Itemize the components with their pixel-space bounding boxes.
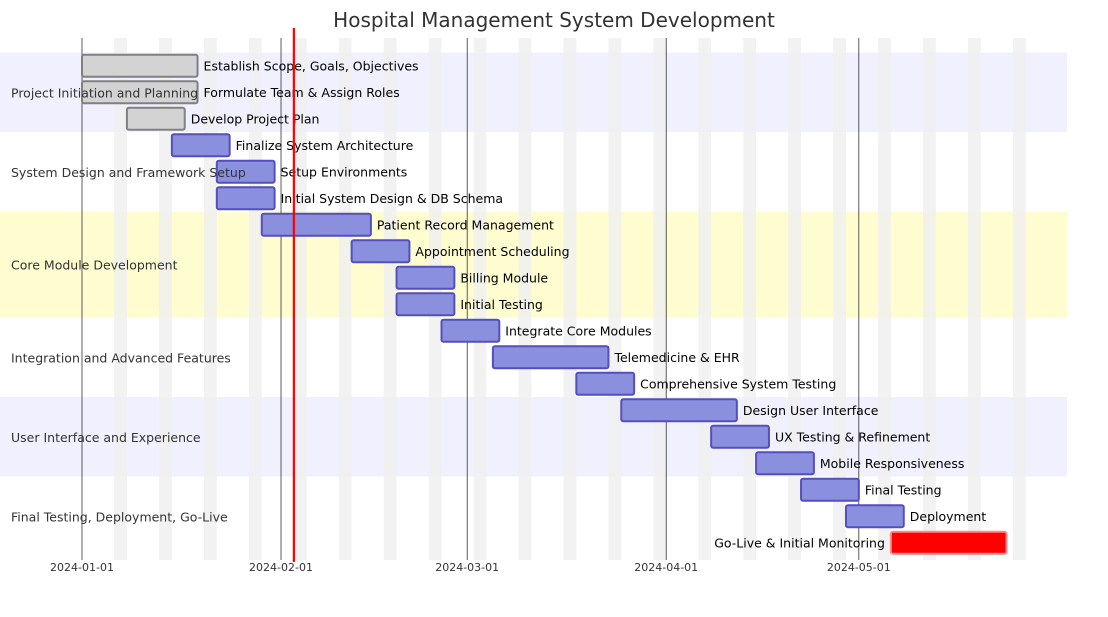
weekend-band — [159, 38, 172, 560]
x-tick-label: 2024-02-01 — [249, 561, 313, 574]
weekend-band — [608, 38, 622, 560]
task-label: Mobile Responsiveness — [820, 456, 965, 471]
task-label: Appointment Scheduling — [415, 244, 569, 259]
weekend-band — [473, 38, 487, 560]
weekend-band — [518, 38, 532, 560]
section-label: Core Module Development — [11, 258, 178, 273]
x-tick-label: 2024-04-01 — [634, 561, 698, 574]
weekend-band — [653, 38, 667, 560]
task-label: Initial Testing — [460, 297, 543, 312]
task-bar — [395, 292, 456, 317]
chart-title: Hospital Management System Development — [333, 8, 775, 32]
section-label: Project Initiation and Planning — [11, 85, 198, 100]
task-bar — [800, 477, 860, 502]
weekend-band — [833, 38, 846, 560]
task-label: Go-Live & Initial Monitoring — [714, 535, 885, 550]
task-bar — [395, 265, 456, 290]
task-label: Final Testing — [865, 482, 942, 497]
task-bar — [170, 133, 231, 158]
task-bar — [755, 451, 815, 476]
task-bar — [844, 504, 905, 529]
section-label: Integration and Advanced Features — [11, 350, 231, 365]
weekend-band — [1012, 38, 1026, 560]
weekend-band — [878, 38, 891, 560]
task-label: Comprehensive System Testing — [640, 376, 836, 391]
task-label: UX Testing & Refinement — [775, 429, 930, 444]
task-bar — [81, 80, 199, 105]
task-label: Deployment — [910, 509, 987, 524]
task-bar — [620, 398, 738, 423]
task-label: Telemedicine & EHR — [613, 350, 740, 365]
weekend-band — [967, 38, 981, 560]
weekend-band — [698, 38, 712, 560]
x-tick-label: 2024-01-01 — [50, 561, 114, 574]
task-label: Finalize System Architecture — [236, 138, 414, 153]
x-tick-label: 2024-05-01 — [827, 561, 891, 574]
section-label: User Interface and Experience — [11, 430, 201, 445]
task-bar — [350, 239, 411, 264]
task-label: Patient Record Management — [377, 217, 554, 232]
task-bar — [491, 345, 610, 370]
task-label: Billing Module — [460, 270, 548, 285]
task-bar — [889, 530, 1008, 555]
task-bar — [81, 53, 199, 78]
task-label: Design User Interface — [743, 403, 879, 418]
weekend-band — [923, 38, 936, 560]
weekend-band — [743, 38, 757, 560]
task-bar — [710, 424, 770, 449]
task-label: Integrate Core Modules — [505, 323, 651, 338]
weekend-band — [383, 38, 397, 560]
task-bar — [575, 371, 636, 396]
weekend-band — [293, 38, 307, 560]
weekend-band — [563, 38, 577, 560]
weekend-band — [788, 38, 802, 560]
weekend-band — [114, 38, 127, 560]
x-tick-label: 2024-03-01 — [435, 561, 499, 574]
task-label: Formulate Team & Assign Roles — [204, 85, 400, 100]
task-bar — [440, 318, 501, 343]
task-label: Setup Environments — [281, 164, 408, 179]
weekend-band — [338, 38, 352, 560]
section-label: System Design and Framework Setup — [11, 165, 246, 180]
task-label: Initial System Design & DB Schema — [281, 191, 503, 206]
task-bar — [215, 159, 276, 184]
task-bar — [125, 106, 186, 131]
task-bar — [215, 186, 276, 211]
task-bar — [260, 212, 372, 237]
task-label: Establish Scope, Goals, Objectives — [204, 58, 419, 73]
weekend-band — [203, 38, 217, 560]
task-label: Develop Project Plan — [191, 111, 320, 126]
section-label: Final Testing, Deployment, Go-Live — [11, 509, 228, 524]
